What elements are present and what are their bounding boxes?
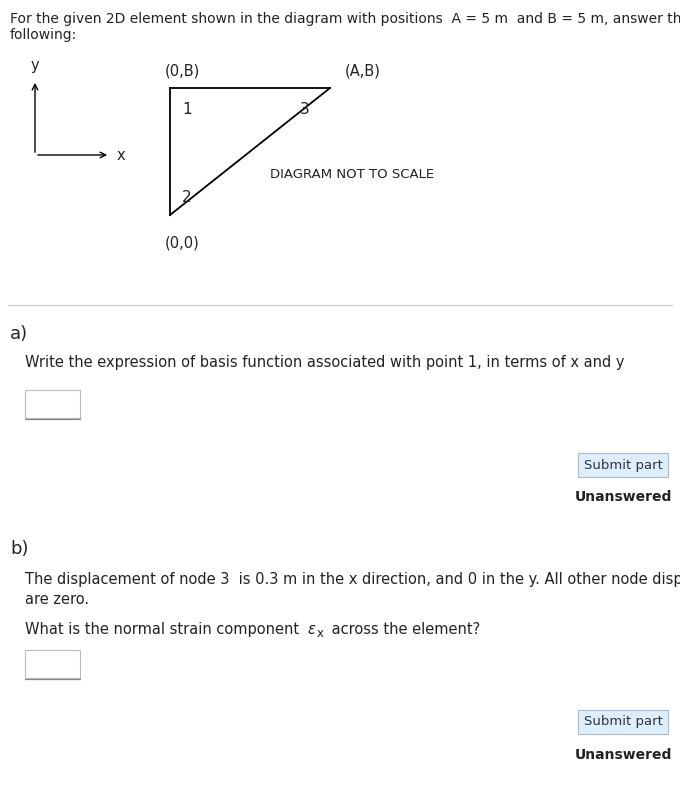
Text: Submit part: Submit part: [583, 715, 662, 728]
Text: 3: 3: [301, 102, 310, 117]
Text: across the element?: across the element?: [327, 622, 480, 637]
Bar: [25, 650, 80, 678]
FancyBboxPatch shape: [578, 453, 668, 477]
Text: x: x: [117, 148, 126, 162]
FancyBboxPatch shape: [578, 710, 668, 734]
Text: are zero.: are zero.: [25, 592, 89, 607]
Text: 2: 2: [182, 190, 192, 205]
Text: x: x: [317, 627, 324, 640]
Text: Unanswered: Unanswered: [575, 490, 672, 504]
Text: Unanswered: Unanswered: [575, 748, 672, 762]
Text: (0,0): (0,0): [165, 235, 200, 250]
Text: b): b): [10, 540, 29, 558]
Bar: [25, 390, 80, 418]
Text: Submit part: Submit part: [583, 458, 662, 472]
Text: What is the normal strain component: What is the normal strain component: [25, 622, 304, 637]
Text: 1: 1: [182, 102, 192, 117]
Text: (0,B): (0,B): [165, 63, 200, 78]
Text: (A,B): (A,B): [345, 63, 381, 78]
Text: y: y: [31, 58, 39, 73]
Text: a): a): [10, 325, 28, 343]
Text: ε: ε: [307, 622, 315, 637]
Text: For the given 2D element shown in the diagram with positions  A = 5 m  and B = 5: For the given 2D element shown in the di…: [10, 12, 680, 26]
Text: DIAGRAM NOT TO SCALE: DIAGRAM NOT TO SCALE: [270, 169, 434, 181]
Text: The displacement of node 3  is 0.3 m in the x direction, and 0 in the y. All oth: The displacement of node 3 is 0.3 m in t…: [25, 572, 680, 587]
Text: Write the expression of basis function associated with point 1, in terms of x an: Write the expression of basis function a…: [25, 355, 624, 370]
Text: following:: following:: [10, 28, 78, 42]
